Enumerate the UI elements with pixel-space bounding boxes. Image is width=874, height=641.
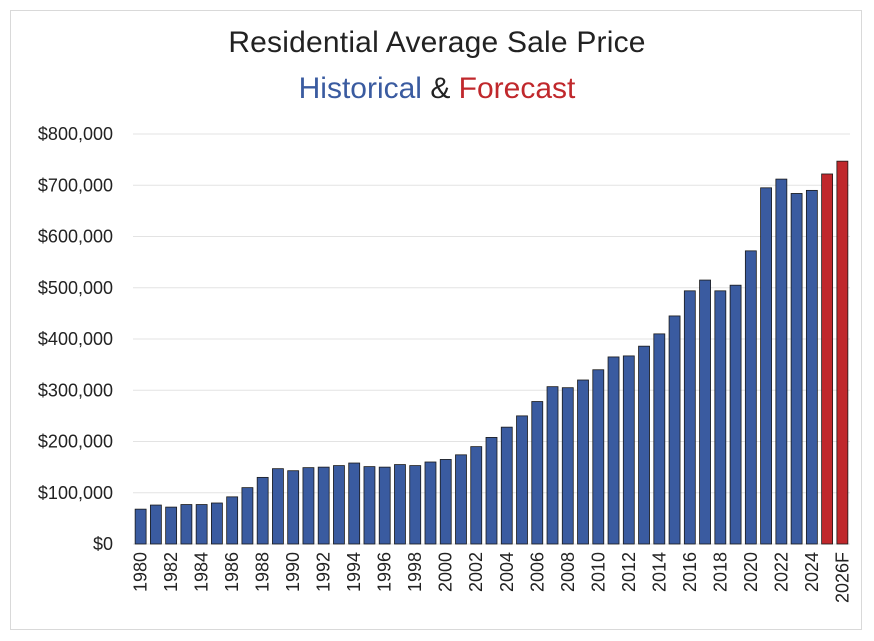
subtitle-forecast: Forecast [458, 72, 576, 105]
bar-1980 [134, 508, 147, 545]
bar-1991 [302, 467, 315, 545]
bar-1989 [272, 468, 284, 545]
y-tick-label: $300,000 [38, 380, 113, 400]
bars [134, 160, 849, 545]
bar-2025F [821, 173, 834, 545]
x-tick-label: 2018 [710, 552, 730, 592]
bar-2016 [683, 290, 696, 545]
bar-1998 [409, 465, 422, 545]
bar-2013 [638, 345, 650, 545]
bar-2002 [470, 446, 483, 545]
bar-2020 [744, 250, 757, 545]
x-tick-label: 1990 [283, 552, 303, 592]
x-tick-label: 2010 [588, 552, 608, 592]
bar-2003 [485, 436, 498, 545]
y-tick-label: $500,000 [38, 278, 113, 298]
x-tick-label: 2006 [527, 552, 547, 592]
bar-1990 [287, 470, 300, 545]
x-tick-label: 1996 [375, 552, 395, 592]
bar-2014 [653, 333, 666, 545]
bar-2023 [790, 193, 803, 545]
bar-1986 [226, 496, 239, 545]
y-tick-label: $400,000 [38, 329, 113, 349]
bar-1999 [424, 461, 437, 545]
x-tick-label: 1998 [405, 552, 425, 592]
subtitle-historical: Historical [298, 72, 422, 105]
x-tick-label: 2024 [802, 552, 822, 592]
x-tick-label: 2012 [619, 552, 639, 592]
x-tick-label: 2020 [741, 552, 761, 592]
bar-2018 [714, 290, 727, 545]
x-tick-label: 2000 [436, 552, 456, 592]
y-tick-label: $600,000 [38, 227, 113, 247]
bar-2009 [577, 379, 589, 545]
bar-2026F [836, 160, 849, 545]
x-tick-label: 1982 [161, 552, 181, 592]
y-axis: $0 $100,000 $200,000 $300,000 $400,000 $500,0… [38, 124, 113, 554]
x-axis: 1980 1982 1984 1986 1988 1990 1992 1994 1996 1998… [131, 552, 853, 603]
bar-2006 [531, 401, 544, 545]
bar-2022 [775, 178, 788, 545]
subtitle-connector: & [430, 72, 451, 105]
bar-2001 [455, 454, 467, 545]
bar-2015 [668, 315, 681, 545]
y-tick-label: $800,000 [38, 124, 113, 144]
x-tick-label: 1992 [314, 552, 334, 592]
x-tick-label: 1984 [192, 552, 212, 592]
y-tick-label: $0 [93, 534, 113, 554]
bar-2019 [729, 284, 742, 545]
bar-1988 [256, 476, 269, 545]
x-tick-label: 2026F [832, 552, 852, 603]
bar-1993 [333, 465, 345, 545]
bar-2000 [439, 459, 452, 545]
bar-1984 [195, 504, 208, 545]
chart-subtitle: Historical & Forecast [0, 72, 874, 106]
bar-2007 [546, 386, 559, 545]
bar-2011 [607, 356, 620, 545]
bar-2010 [592, 369, 605, 545]
bar-1992 [317, 466, 330, 545]
y-tick-label: $200,000 [38, 432, 113, 452]
x-tick-label: 2014 [649, 552, 669, 592]
bar-2017 [699, 279, 711, 545]
x-tick-label: 2022 [771, 552, 791, 592]
bar-2024 [805, 189, 818, 545]
bar-1994 [348, 462, 361, 545]
bar-1987 [241, 487, 254, 545]
y-tick-label: $700,000 [38, 175, 113, 195]
bar-2004 [500, 426, 513, 545]
x-tick-label: 2002 [466, 552, 486, 592]
x-tick-label: 2004 [497, 552, 517, 592]
x-tick-label: 2016 [680, 552, 700, 592]
bar-1983 [180, 504, 193, 545]
bar-1997 [394, 464, 406, 545]
x-tick-label: 1980 [131, 552, 151, 592]
bar-1982 [165, 506, 178, 545]
bar-1981 [149, 504, 162, 545]
bar-2021 [760, 187, 772, 545]
x-tick-label: 1986 [222, 552, 242, 592]
bar-1985 [211, 502, 223, 545]
bar-1995 [363, 466, 376, 545]
bar-2005 [516, 415, 528, 545]
x-tick-label: 1994 [344, 552, 364, 592]
y-tick-label: $100,000 [38, 483, 113, 503]
bar-1996 [378, 466, 391, 545]
chart-title: Residential Average Sale Price [228, 26, 646, 59]
bar-2012 [622, 355, 635, 545]
x-tick-label: 2008 [558, 552, 578, 592]
bar-2008 [561, 387, 574, 545]
x-tick-label: 1988 [253, 552, 273, 592]
